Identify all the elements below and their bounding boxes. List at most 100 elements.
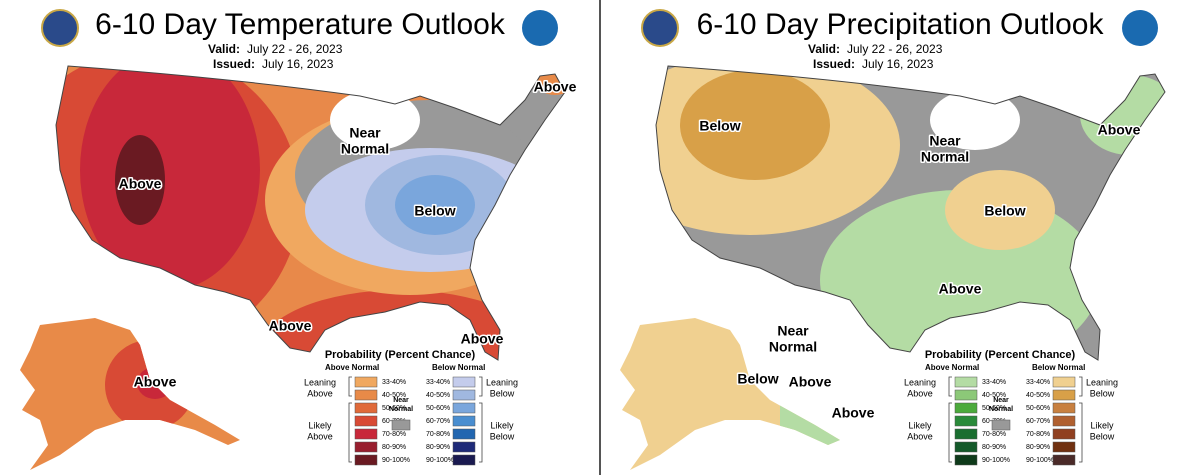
legend-group: Above: [307, 431, 333, 441]
legend-label: 40-50%: [982, 392, 1006, 399]
legend-label: 50-60%: [426, 405, 450, 412]
issued-date: July 16, 2023: [262, 57, 334, 71]
legend-label: 90-100%: [982, 457, 1010, 464]
region-label: Above: [119, 176, 162, 192]
legend-swatch: [354, 376, 378, 388]
legend-swatch: [1052, 415, 1076, 427]
legend-swatch: [1052, 441, 1076, 453]
legend-group: Below: [490, 388, 515, 398]
legend-group: Normal: [389, 406, 413, 413]
legend-header: Above Normal: [925, 363, 979, 372]
legend-swatch: [954, 376, 978, 388]
region-label: Normal: [769, 339, 817, 355]
legend-swatch: [954, 402, 978, 414]
legend-swatch: [991, 419, 1011, 431]
issued-label: Issued:: [813, 57, 855, 71]
legend-group: Above: [907, 431, 933, 441]
bracket: [479, 376, 483, 397]
legend-swatch: [354, 428, 378, 440]
bracket: [348, 402, 352, 463]
region-label: Below: [737, 371, 778, 387]
bracket: [1079, 402, 1083, 463]
region-label: Above: [789, 374, 832, 390]
legend-swatch: [1052, 389, 1076, 401]
legend-group: Likely: [908, 420, 932, 430]
legend-group: Below: [490, 431, 515, 441]
legend-header: Above Normal: [325, 363, 379, 372]
legend-swatch: [452, 389, 476, 401]
region-label: Below: [414, 203, 455, 219]
valid-label: Valid:: [808, 42, 840, 56]
legend-title: Probability (Percent Chance): [925, 349, 1076, 361]
legend-group: Near: [993, 397, 1009, 404]
legend-swatch: [452, 415, 476, 427]
legend-swatch: [954, 415, 978, 427]
legend-swatch: [354, 441, 378, 453]
issued-date: July 16, 2023: [862, 57, 934, 71]
legend-title: Probability (Percent Chance): [325, 349, 476, 361]
legend-swatch: [354, 454, 378, 466]
region-label: Normal: [341, 141, 389, 157]
legend-group: Below: [1090, 388, 1115, 398]
bracket: [948, 402, 952, 463]
valid-label: Valid:: [208, 42, 240, 56]
legend-group: Above: [307, 388, 333, 398]
legend-swatch: [354, 389, 378, 401]
bracket: [479, 402, 483, 463]
legend-label: 40-50%: [382, 392, 406, 399]
legend-swatch: [954, 389, 978, 401]
region-label: Near: [929, 133, 961, 149]
legend-label: 60-70%: [426, 418, 450, 425]
legend-swatch: [1052, 376, 1076, 388]
legend-group: Below: [1090, 431, 1115, 441]
legend-label: 70-80%: [1026, 431, 1050, 438]
legend-swatch: [954, 441, 978, 453]
legend-label: 40-50%: [426, 392, 450, 399]
legend-label: 33-40%: [426, 379, 450, 386]
legend-label: 90-100%: [382, 457, 410, 464]
legend-group: Near: [393, 397, 409, 404]
legend-swatch: [452, 441, 476, 453]
bracket: [948, 376, 952, 397]
valid-date: July 22 - 26, 2023: [247, 42, 343, 56]
region-label: Normal: [921, 149, 969, 165]
region-label: Above: [939, 281, 982, 297]
legend-group: Likely: [1090, 420, 1114, 430]
legend-label: 90-100%: [1026, 457, 1054, 464]
legend-group: Likely: [490, 420, 514, 430]
legend-label: 50-60%: [382, 405, 406, 412]
region-label: Below: [699, 118, 740, 134]
legend-label: 50-60%: [1026, 405, 1050, 412]
legend-header: Below Normal: [432, 363, 485, 372]
legend-label: 40-50%: [1026, 392, 1050, 399]
legend-swatch: [1052, 428, 1076, 440]
bracket: [348, 376, 352, 397]
legend-label: 80-90%: [982, 444, 1006, 451]
legend-label: 80-90%: [1026, 444, 1050, 451]
region-label: Near: [777, 323, 809, 339]
legend-swatch: [954, 428, 978, 440]
region-label: Below: [984, 203, 1025, 219]
legend-swatch: [1052, 402, 1076, 414]
legend-swatch: [354, 402, 378, 414]
region-label: Above: [832, 405, 875, 421]
legend-group: Leaning: [1086, 377, 1118, 387]
legend-label: 33-40%: [1026, 379, 1050, 386]
legend-group: Likely: [308, 420, 332, 430]
legend-swatch: [1052, 454, 1076, 466]
logos: [41, 9, 1158, 47]
issued-label: Issued:: [213, 57, 255, 71]
legend-label: 70-80%: [426, 431, 450, 438]
region-label: Above: [461, 331, 504, 347]
legend-label: 80-90%: [426, 444, 450, 451]
legend-swatch: [391, 419, 411, 431]
legend-label: 70-80%: [982, 431, 1006, 438]
legend-swatch: [452, 402, 476, 414]
bracket: [1079, 376, 1083, 397]
valid-date: July 22 - 26, 2023: [847, 42, 943, 56]
legend-label: 80-90%: [382, 444, 406, 451]
legend-label: 33-40%: [382, 379, 406, 386]
title: 6-10 Day Temperature Outlook: [95, 8, 506, 41]
legend-header: Below Normal: [1032, 363, 1085, 372]
